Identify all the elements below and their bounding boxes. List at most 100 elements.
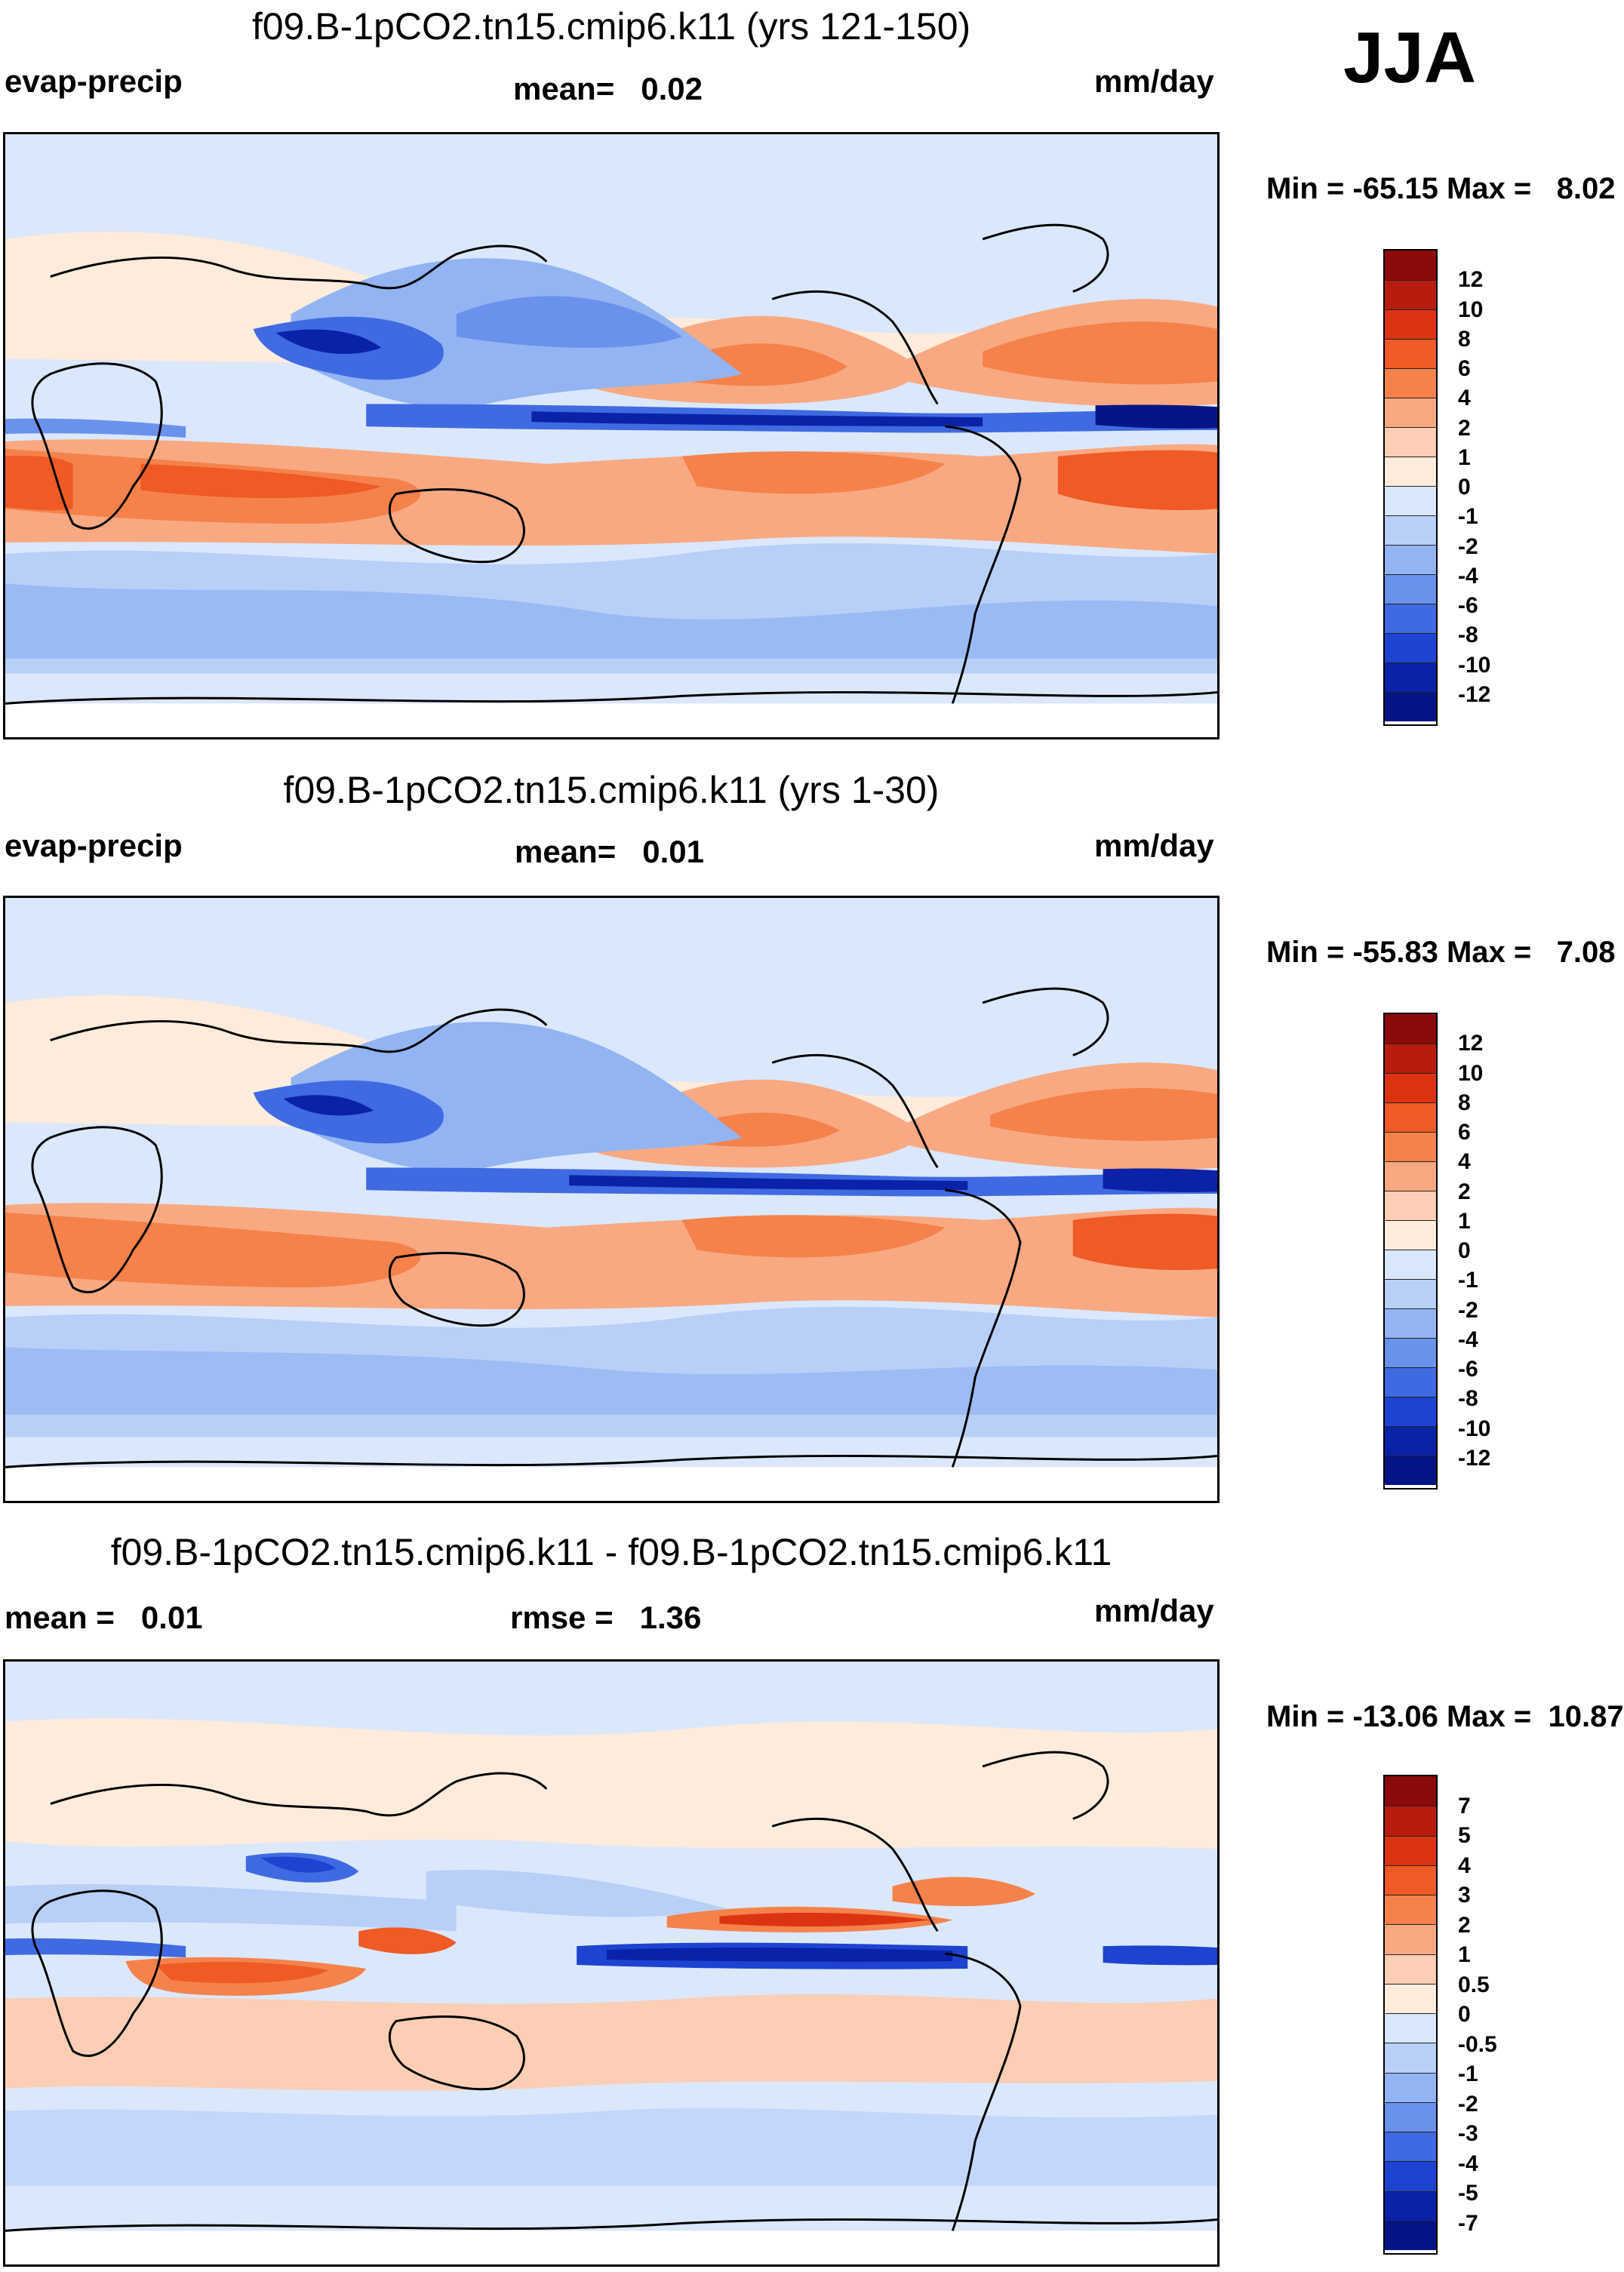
colorbar-box	[1385, 1806, 1436, 1836]
colorbar-box	[1385, 663, 1436, 692]
panel-1-left-label: evap-precip	[5, 63, 183, 99]
panel-3-field	[5, 1662, 1217, 2264]
colorbar-tick-label: 1	[1458, 444, 1471, 470]
colorbar-tick-label: 8	[1458, 1090, 1471, 1115]
colorbar-tick-label: 12	[1458, 267, 1484, 293]
colorbar-tick-label: -12	[1458, 1445, 1491, 1471]
panel-1-colorbar	[1383, 249, 1438, 726]
colorbar-tick-label: 3	[1458, 1883, 1471, 1908]
colorbar-box	[1385, 1338, 1436, 1367]
panel-3-left-label: mean = 0.01	[5, 1600, 203, 1635]
colorbar-tick-label: 4	[1458, 1149, 1471, 1175]
panel-2-map	[3, 896, 1220, 1503]
colorbar-tick-label: -7	[1458, 2210, 1478, 2236]
colorbar-box	[1385, 1954, 1436, 1984]
colorbar-tick-label: 0	[1458, 1238, 1471, 1263]
colorbar-tick-label: -10	[1458, 1416, 1491, 1441]
colorbar-box	[1385, 1456, 1436, 1485]
colorbar-box	[1385, 309, 1436, 339]
colorbar-box	[1385, 545, 1436, 574]
colorbar-box	[1385, 1367, 1436, 1397]
colorbar-box	[1385, 398, 1436, 427]
panel-1-minmax: Min = -65.15 Max = 8.02	[1266, 172, 1616, 205]
colorbar-tick-label: -12	[1458, 681, 1491, 707]
colorbar-tick-label: -6	[1458, 593, 1478, 618]
colorbar-box	[1385, 2161, 1436, 2191]
colorbar-tick-label: -4	[1458, 1327, 1478, 1352]
colorbar-box	[1385, 1191, 1436, 1220]
colorbar-tick-label: -1	[1458, 2061, 1478, 2086]
colorbar-tick-label: 8	[1458, 326, 1471, 352]
colorbar-tick-label: 10	[1458, 1060, 1484, 1086]
colorbar-tick-label: 6	[1458, 356, 1471, 381]
colorbar-tick-label: -4	[1458, 2151, 1478, 2176]
colorbar-box	[1385, 2101, 1436, 2132]
panel-2-colorbar	[1383, 1013, 1438, 1490]
colorbar-box	[1385, 515, 1436, 545]
colorbar-tick-label: 2	[1458, 415, 1471, 441]
colorbar-tick-label: -2	[1458, 533, 1478, 559]
colorbar-tick-label: -0.5	[1458, 2031, 1497, 2057]
colorbar-box	[1385, 1279, 1436, 1308]
colorbar-box	[1385, 692, 1436, 721]
colorbar-tick-label: -3	[1458, 2121, 1478, 2146]
panel-1-units: mm/day	[1094, 63, 1214, 99]
colorbar-box	[1385, 1014, 1436, 1044]
colorbar-tick-label: 2	[1458, 1179, 1471, 1204]
colorbar-tick-label: 4	[1458, 386, 1471, 411]
colorbar-box	[1385, 1308, 1436, 1338]
panel-3-colorbar	[1383, 1775, 1438, 2255]
colorbar-tick-label: -10	[1458, 652, 1491, 678]
colorbar-box	[1385, 280, 1436, 309]
colorbar-tick-label: 6	[1458, 1120, 1471, 1145]
panel-3-map	[3, 1659, 1220, 2267]
panel-3-units: mm/day	[1094, 1593, 1214, 1628]
panel-1-field	[5, 134, 1217, 737]
colorbar-box	[1385, 604, 1436, 633]
colorbar-box	[1385, 1102, 1436, 1132]
colorbar-tick-label: 10	[1458, 297, 1484, 322]
colorbar-box	[1385, 1250, 1436, 1279]
panel-1-center-label: mean= 0.02	[513, 71, 703, 106]
panel-3-title: f09.B-1pCO2.tn15.cmip6.k11 - f09.B-1pCO2…	[110, 1531, 1112, 1573]
colorbar-tick-label: -5	[1458, 2181, 1478, 2206]
colorbar-box	[1385, 1132, 1436, 1161]
colorbar-box	[1385, 2072, 1436, 2102]
colorbar-box	[1385, 486, 1436, 515]
colorbar-box	[1385, 2191, 1436, 2221]
colorbar-tick-label: 0.5	[1458, 1972, 1490, 1997]
colorbar-tick-label: 5	[1458, 1823, 1471, 1848]
colorbar-tick-label: -6	[1458, 1357, 1478, 1382]
colorbar-tick-label: -1	[1458, 504, 1478, 530]
colorbar-box	[1385, 633, 1436, 663]
colorbar-tick-label: 0	[1458, 2002, 1471, 2027]
colorbar-tick-label: 2	[1458, 1912, 1471, 1938]
colorbar-box	[1385, 339, 1436, 368]
colorbar-tick-label: 12	[1458, 1031, 1484, 1056]
colorbar-tick-label: -2	[1458, 1297, 1478, 1323]
colorbar-tick-label: 4	[1458, 1852, 1471, 1878]
colorbar-box	[1385, 1865, 1436, 1895]
colorbar-tick-label: -2	[1458, 2091, 1478, 2117]
panel-2-units: mm/day	[1094, 828, 1214, 863]
colorbar-box	[1385, 427, 1436, 457]
colorbar-box	[1385, 251, 1436, 280]
colorbar-tick-label: -8	[1458, 1386, 1478, 1412]
colorbar-box	[1385, 1835, 1436, 1865]
colorbar-box	[1385, 1426, 1436, 1456]
panel-3-center-label: rmse = 1.36	[510, 1600, 702, 1635]
colorbar-tick-label: 1	[1458, 1208, 1471, 1234]
colorbar-box	[1385, 1220, 1436, 1250]
colorbar-tick-label: -1	[1458, 1268, 1478, 1293]
panel-2-field	[5, 898, 1217, 1501]
colorbar-box	[1385, 1044, 1436, 1073]
colorbar-box	[1385, 1397, 1436, 1426]
colorbar-box	[1385, 368, 1436, 398]
colorbar-box	[1385, 2220, 1436, 2250]
season-label: JJA	[1343, 17, 1477, 98]
colorbar-tick-label: 0	[1458, 475, 1471, 500]
colorbar-box	[1385, 1073, 1436, 1102]
panel-3-minmax: Min = -13.06 Max = 10.87	[1266, 1700, 1624, 1733]
colorbar-box	[1385, 1776, 1436, 1806]
colorbar-box	[1385, 1161, 1436, 1191]
